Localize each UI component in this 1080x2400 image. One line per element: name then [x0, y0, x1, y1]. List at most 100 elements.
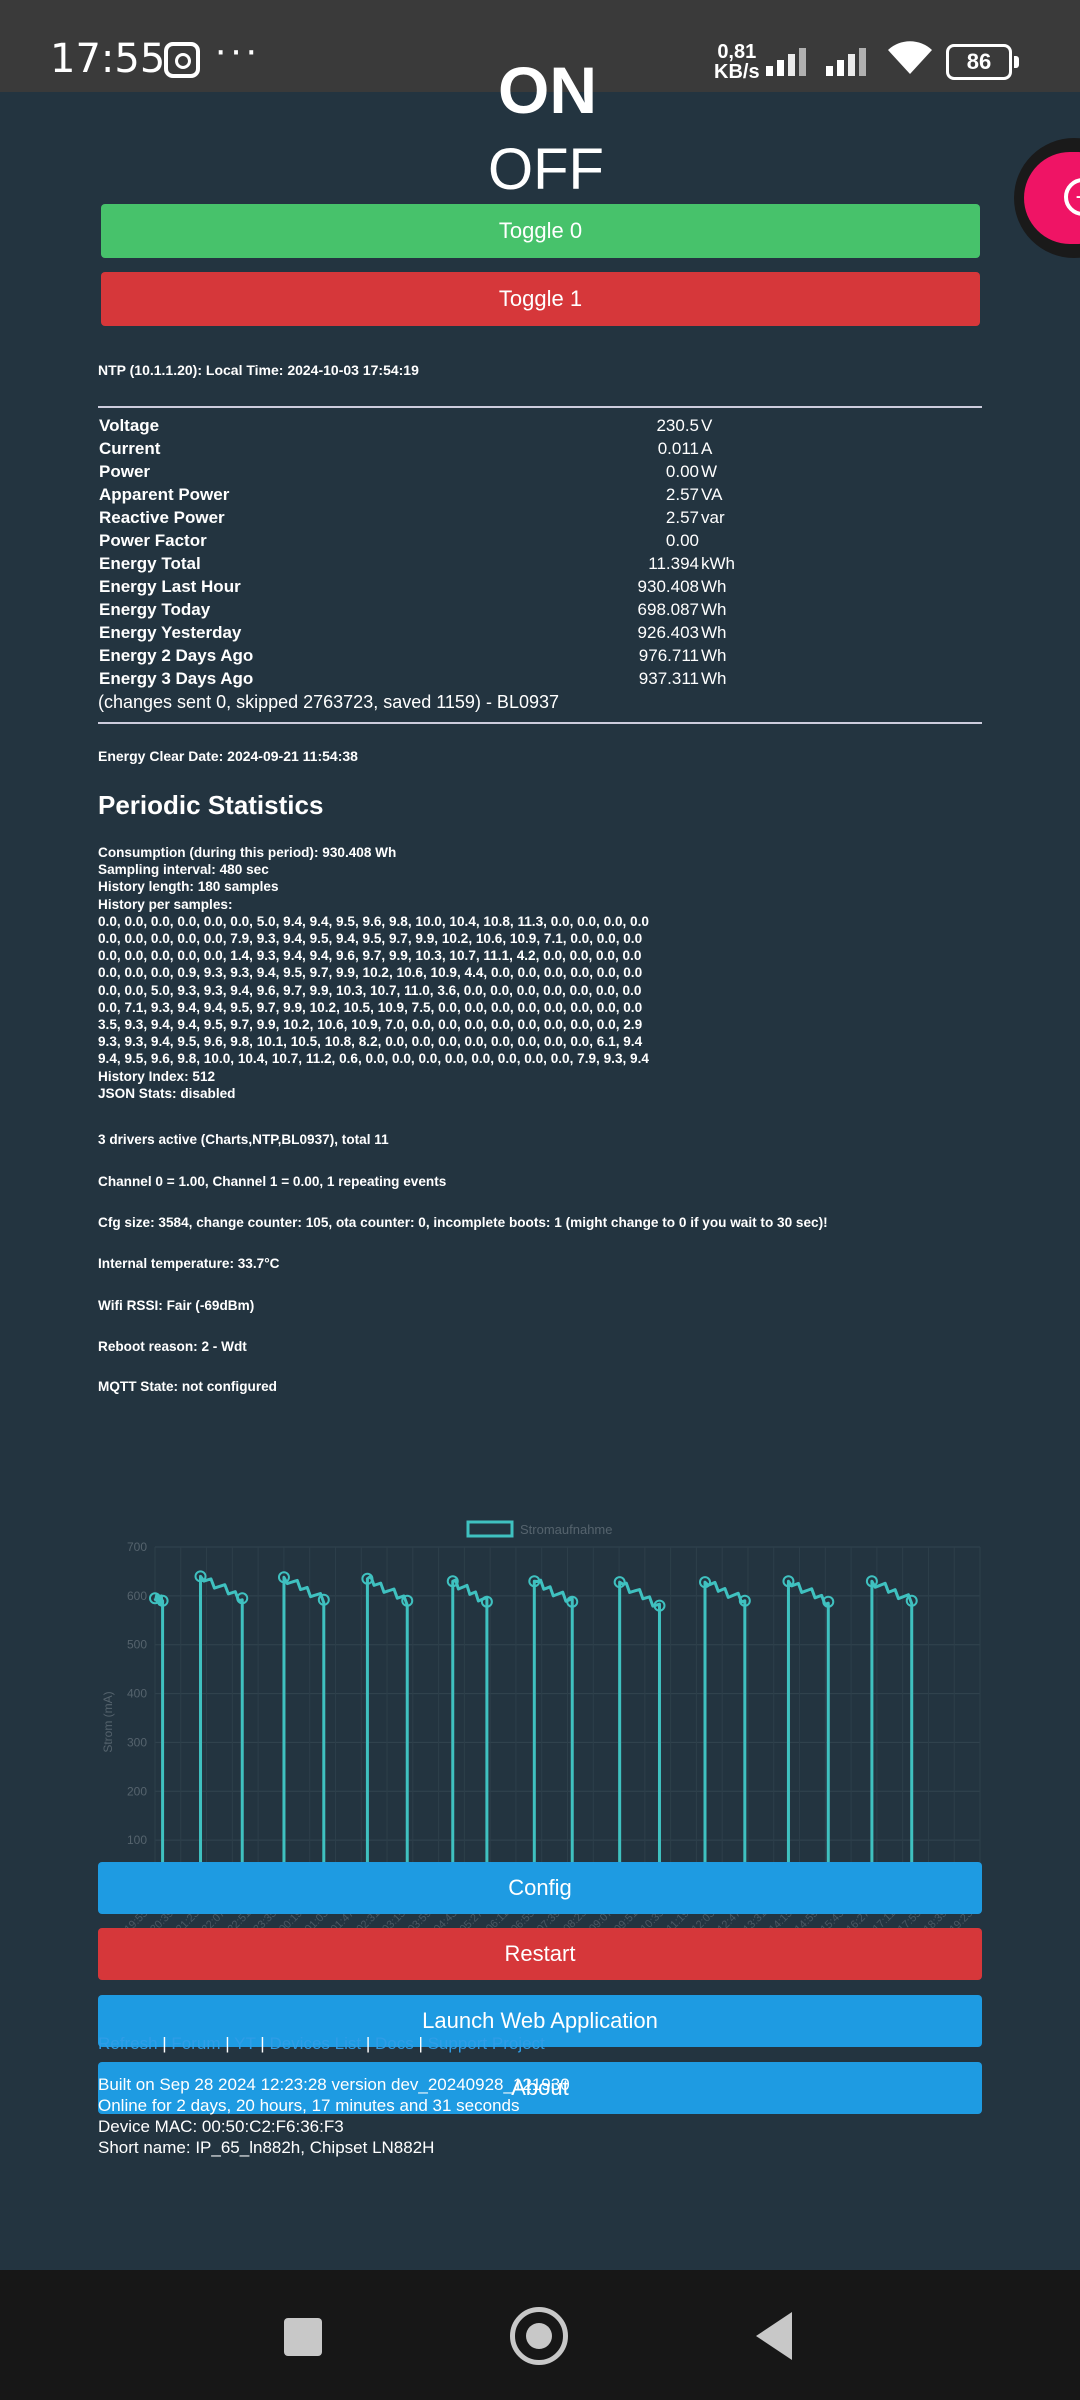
- energy-row: Power 0.00 W: [99, 460, 781, 483]
- docs-link[interactable]: Docs: [374, 2034, 414, 2053]
- signal-icon: [826, 44, 876, 76]
- energy-row: Energy 2 Days Ago 976.711 Wh: [99, 644, 781, 667]
- energy-value: 930.408: [637, 577, 699, 596]
- drivers-info: 3 drivers active (Charts,NTP,BL0937), to…: [98, 1132, 389, 1147]
- periodic-line: 0.0, 0.0, 0.0, 0.0, 0.0, 1.4, 9.3, 9.4, …: [98, 948, 642, 964]
- periodic-line: 9.3, 9.3, 9.4, 9.5, 9.6, 9.8, 10.1, 10.5…: [98, 1034, 643, 1050]
- back-icon[interactable]: [756, 2312, 792, 2360]
- link-separator: |: [162, 2034, 167, 2053]
- y-tick-label: 400: [127, 1687, 147, 1701]
- short-name: Short name: IP_65_ln882h, Chipset LN882H: [98, 2138, 435, 2157]
- energy-label: Power Factor: [99, 531, 207, 550]
- energy-row: Current 0.011 A: [99, 437, 781, 460]
- data-point: [528, 1575, 541, 1588]
- periodic-line: 0.0, 0.0, 0.0, 0.0, 0.0, 7.9, 9.3, 9.4, …: [98, 931, 643, 947]
- data-point: [566, 1595, 579, 1608]
- energy-value: 698.087: [637, 600, 699, 619]
- net-speed-unit: KB/s: [714, 61, 760, 83]
- current-chart: Stromaufnahme0100200300400500600700Strom…: [101, 1520, 986, 1930]
- data-point: [361, 1572, 374, 1585]
- energy-unit: kWh: [701, 554, 735, 573]
- more-dots-icon: ···: [214, 28, 260, 72]
- periodic-line: History length: 180 samples: [98, 879, 279, 895]
- relay-state: OFF: [488, 137, 604, 202]
- energy-clear-date: Energy Clear Date: 2024-09-21 11:54:38: [98, 748, 358, 764]
- periodic-line: 0.0, 0.0, 0.0, 0.0, 0.0, 0.0, 5.0, 9.4, …: [98, 913, 649, 929]
- link-separator: |: [225, 2034, 230, 2053]
- energy-value: 926.403: [637, 623, 699, 642]
- floating-action-button[interactable]: +: [1014, 138, 1080, 258]
- periodic-line: 3.5, 9.3, 9.4, 9.4, 9.5, 9.7, 9.9, 10.2,…: [98, 1017, 643, 1033]
- periodic-line: 0.0, 0.0, 5.0, 9.3, 9.3, 9.4, 9.6, 9.7, …: [98, 982, 642, 998]
- energy-label: Energy Yesterday: [99, 623, 242, 642]
- about-button[interactable]: About: [98, 2062, 982, 2114]
- restart-button[interactable]: Restart: [98, 1928, 982, 1980]
- plus-icon: +: [1064, 178, 1080, 216]
- data-point: [194, 1570, 207, 1583]
- energy-row: Energy Yesterday 926.403 Wh: [99, 621, 781, 644]
- recents-icon[interactable]: [284, 2318, 322, 2356]
- periodic-line: History Index: 512: [98, 1068, 216, 1084]
- toggle-1-button[interactable]: Toggle 1: [101, 272, 980, 326]
- energy-label: Power: [99, 462, 151, 481]
- y-tick-label: 100: [127, 1833, 147, 1847]
- relay-state-partial: ON: [498, 53, 597, 127]
- periodic-statistics-title: Periodic Statistics: [98, 790, 324, 820]
- channels-info: Channel 0 = 1.00, Channel 1 = 0.00, 1 re…: [98, 1174, 447, 1189]
- link-separator: |: [418, 2034, 423, 2053]
- energy-label: Apparent Power: [99, 485, 230, 504]
- data-point: [156, 1594, 169, 1607]
- energy-row: Power Factor 0.00: [99, 529, 781, 552]
- energy-row: Reactive Power 2.57 var: [99, 506, 781, 529]
- launch-web-app-button[interactable]: Launch Web Application: [98, 1995, 982, 2047]
- config-button[interactable]: Config: [98, 1862, 982, 1914]
- home-icon[interactable]: [510, 2307, 568, 2365]
- refresh-link[interactable]: Refresh: [98, 2034, 158, 2053]
- data-point: [699, 1576, 711, 1589]
- y-tick-label: 700: [127, 1540, 147, 1554]
- energy-value: 11.394: [648, 554, 699, 573]
- data-point: [822, 1595, 835, 1608]
- energy-unit: Wh: [701, 577, 727, 596]
- yt-link[interactable]: YT: [234, 2034, 256, 2053]
- data-point: [782, 1575, 795, 1588]
- link-separator: |: [365, 2034, 371, 2053]
- energy-label: Energy Today: [99, 600, 211, 619]
- build-footer: Built on Sep 28 2024 12:23:28 version de…: [98, 2074, 570, 2158]
- y-tick-label: 500: [127, 1638, 147, 1652]
- y-tick-label: 200: [127, 1784, 147, 1798]
- energy-value: 230.5: [656, 416, 699, 435]
- energy-value: 0.011: [657, 439, 699, 458]
- periodic-line: JSON Stats: disabled: [98, 1085, 236, 1101]
- toggle-0-button[interactable]: Toggle 0: [101, 204, 980, 258]
- data-point: [317, 1593, 330, 1606]
- periodic-line: 0.0, 0.0, 0.0, 0.9, 9.3, 9.3, 9.4, 9.5, …: [98, 965, 643, 981]
- energy-value: 976.711: [638, 646, 699, 665]
- energy-value: 0.00: [665, 462, 699, 481]
- reboot-reason-info: Reboot reason: 2 - Wdt: [98, 1339, 247, 1354]
- devices-list-link[interactable]: Devices List: [269, 2034, 362, 2053]
- energy-value: 2.57: [665, 485, 699, 504]
- data-point: [613, 1576, 626, 1589]
- energy-label: Reactive Power: [99, 508, 225, 527]
- legend-swatch: [466, 1520, 514, 1538]
- support-project-link[interactable]: Support Project: [427, 2034, 545, 2053]
- fab-bubble: +: [1024, 152, 1080, 244]
- energy-unit: Wh: [701, 623, 727, 642]
- energy-label: Energy Last Hour: [99, 577, 241, 596]
- energy-row: Energy 3 Days Ago 937.311 Wh: [99, 667, 781, 690]
- periodic-line: 0.0, 7.1, 9.3, 9.4, 9.4, 9.5, 9.7, 9.9, …: [98, 999, 643, 1015]
- energy-value: 0.00: [665, 531, 699, 550]
- android-nav-bar: [0, 2270, 1080, 2400]
- wifi-icon: [886, 38, 934, 86]
- energy-row: Apparent Power 2.57 VA: [99, 483, 781, 506]
- forum-link[interactable]: Forum: [171, 2034, 221, 2053]
- periodic-line: 9.4, 9.5, 9.6, 9.8, 10.0, 10.4, 10.7, 11…: [98, 1051, 649, 1067]
- y-axis-label: Strom (mA): [101, 1691, 115, 1752]
- energy-unit: Wh: [701, 646, 727, 665]
- energy-unit: var: [701, 508, 725, 527]
- status-bar: 17:55 ··· 0,81 KB/s 86: [0, 0, 1080, 92]
- data-point: [149, 1592, 161, 1605]
- data-point: [401, 1594, 414, 1607]
- temperature-info: Internal temperature: 33.7°C: [98, 1256, 280, 1271]
